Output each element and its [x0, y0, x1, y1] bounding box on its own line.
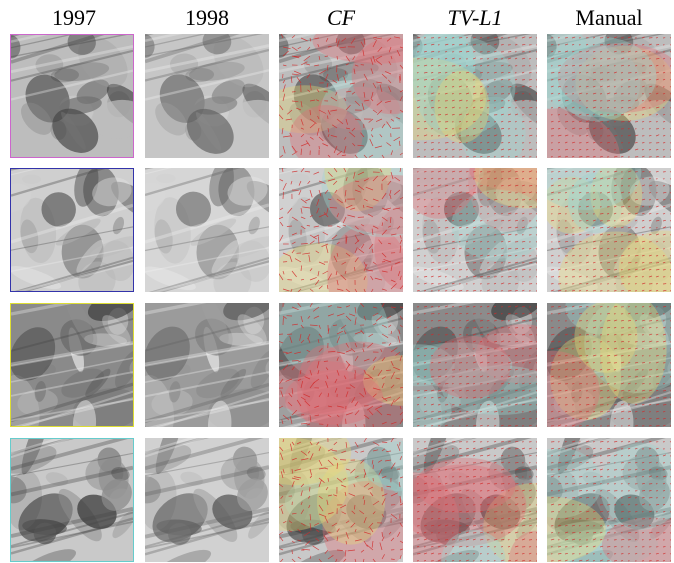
- image-row4-1997: [10, 438, 134, 562]
- image-row4-cf: [279, 438, 403, 562]
- col-title-manual: Manual: [575, 5, 643, 30]
- image-row3-1997: [10, 303, 134, 427]
- col-title-1997: 1997: [52, 5, 96, 30]
- image-row3-tvl1: [413, 303, 537, 427]
- image-row1-cf: [279, 34, 403, 158]
- image-row2-1998: [145, 168, 269, 292]
- image-row3-1998: [145, 303, 269, 427]
- image-row1-1998: [145, 34, 269, 158]
- col-title-tvl1: TV-L1: [447, 5, 503, 30]
- image-row2-manual: [547, 168, 671, 292]
- image-row1-tvl1: [413, 34, 537, 158]
- image-row2-cf: [279, 168, 403, 292]
- image-row3-manual: [547, 303, 671, 427]
- image-row4-1998: [145, 438, 269, 562]
- image-row1-1997: [10, 34, 134, 158]
- image-row4-tvl1: [413, 438, 537, 562]
- col-title-cf: CF: [326, 5, 356, 30]
- image-row2-tvl1: [413, 168, 537, 292]
- image-row4-manual: [547, 438, 671, 562]
- col-title-1998: 1998: [185, 5, 229, 30]
- image-row3-cf: [279, 303, 403, 427]
- image-row1-manual: [547, 34, 671, 158]
- column-header-row: 1997 1998 CF TV-L1 Manual: [0, 4, 674, 32]
- image-row2-1997: [10, 168, 134, 292]
